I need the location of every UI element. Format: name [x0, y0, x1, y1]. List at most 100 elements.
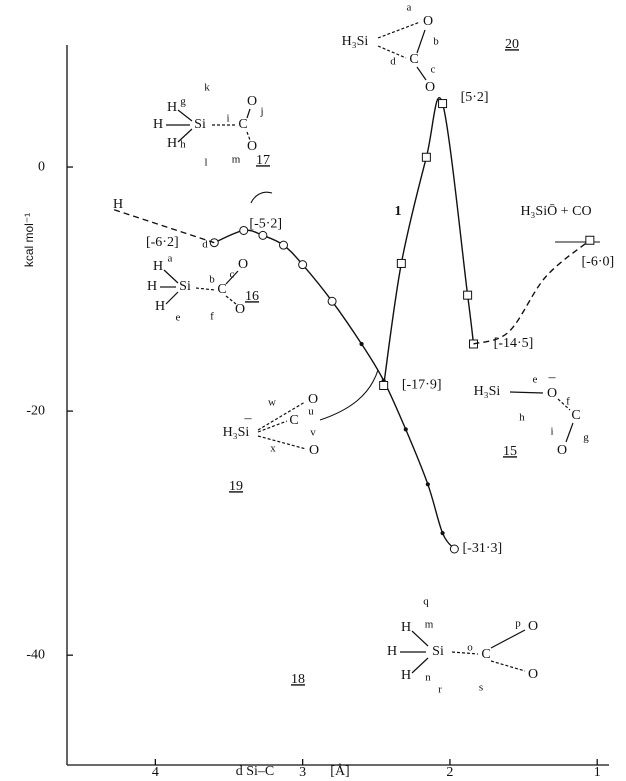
bond [377, 21, 421, 39]
point [396, 258, 406, 268]
structure-label: u [308, 406, 314, 418]
structure-label: H [401, 620, 411, 635]
x-tick-label: 2 [446, 765, 453, 780]
structure-label: d [390, 56, 396, 68]
structure-label: o [467, 642, 473, 654]
value-label: [-31·3] [463, 541, 503, 556]
structure-number: 18 [291, 672, 305, 687]
curve [473, 239, 591, 345]
structure-label: g [180, 96, 186, 108]
structure-label: c [230, 269, 235, 281]
bond [490, 629, 526, 649]
arrow [250, 191, 273, 204]
y-axis-label: kcal mol⁻¹ [22, 213, 36, 267]
y-tick-label: -20 [26, 403, 45, 418]
bond [509, 391, 544, 394]
structure-label: k [204, 82, 210, 94]
bond [257, 401, 306, 431]
structure-label: O [423, 14, 433, 29]
point [425, 482, 430, 487]
value-label: [-6·2] [146, 235, 179, 250]
structure-label: O [247, 139, 257, 154]
structure-label: m [232, 154, 241, 166]
structure-label: j [259, 106, 263, 118]
structure-label: g [583, 432, 589, 444]
structure-label: O [528, 619, 538, 634]
structure-label: f [566, 396, 570, 408]
bond [565, 422, 574, 443]
structure-label: O [235, 302, 245, 317]
value-label: [-17·9] [402, 378, 442, 393]
structure-number: 16 [245, 289, 259, 304]
structure-number: 15 [503, 444, 517, 459]
point [438, 99, 448, 109]
bond [257, 435, 307, 450]
bond [411, 630, 429, 647]
bond [246, 131, 251, 141]
structure-label: C [238, 117, 247, 132]
structure-label: h [519, 412, 525, 424]
structure-label: H [387, 644, 397, 659]
bond [377, 45, 407, 59]
bond [195, 287, 216, 291]
point [421, 152, 431, 162]
point [258, 230, 268, 240]
structure-number: 17 [256, 153, 270, 168]
structure-label: f [210, 311, 214, 323]
x-tick-label: 3 [299, 765, 306, 780]
point [327, 296, 337, 306]
bond [490, 660, 526, 672]
structure-label: e [533, 374, 538, 386]
bond [225, 270, 239, 285]
x-tick-label: 4 [152, 765, 159, 780]
y-tick-label: 0 [38, 159, 45, 174]
structure-label: v [310, 427, 316, 439]
annotation: H₃SiŌ + CO [520, 203, 591, 219]
value-label: [-14·5] [494, 336, 534, 351]
structure-label: a [168, 253, 173, 265]
bond [246, 108, 251, 119]
structure-label: H₃Si [223, 425, 250, 440]
y-tick-label: -40 [26, 647, 45, 662]
bond [411, 657, 429, 674]
structure-label: a [407, 2, 412, 14]
structure-label: Si [179, 279, 191, 294]
structure-label: Si [432, 644, 444, 659]
structure-label: – [548, 370, 557, 385]
structure-label: e [176, 312, 181, 324]
structure-label: O [557, 443, 567, 458]
structure-label: H₃Si [342, 34, 369, 49]
point [359, 341, 364, 347]
structure-label: H₃Si [474, 384, 501, 399]
structure-label: w [268, 397, 276, 409]
structure-label: s [479, 682, 483, 694]
structure-label: H [147, 279, 157, 294]
structure-label: x [270, 443, 276, 455]
structure-label: C [409, 52, 418, 67]
structure-label: – [244, 411, 253, 426]
structure-label: C [481, 647, 490, 662]
bond [557, 398, 571, 411]
structure-label: c [431, 64, 436, 76]
annotation: 1 [395, 204, 402, 219]
x-axis-label: d Si–C [236, 764, 275, 779]
bond [177, 109, 193, 122]
structure-label: O [308, 392, 318, 407]
structure-label: l [204, 157, 207, 169]
structure-label: b [433, 36, 439, 48]
structure-label: O [547, 386, 557, 401]
bond [165, 291, 179, 305]
structure-label: O [247, 94, 257, 109]
structure-label: n [425, 672, 431, 684]
point [298, 260, 308, 270]
value-label: [5·2] [461, 90, 489, 105]
bond [163, 269, 179, 284]
bond [257, 420, 288, 433]
structure-label: O [528, 667, 538, 682]
structure-label: i [550, 426, 553, 438]
structure-label: q [423, 596, 429, 608]
bond [177, 128, 193, 143]
structure-label: d [202, 239, 208, 251]
value-label: [-6·0] [582, 254, 615, 269]
